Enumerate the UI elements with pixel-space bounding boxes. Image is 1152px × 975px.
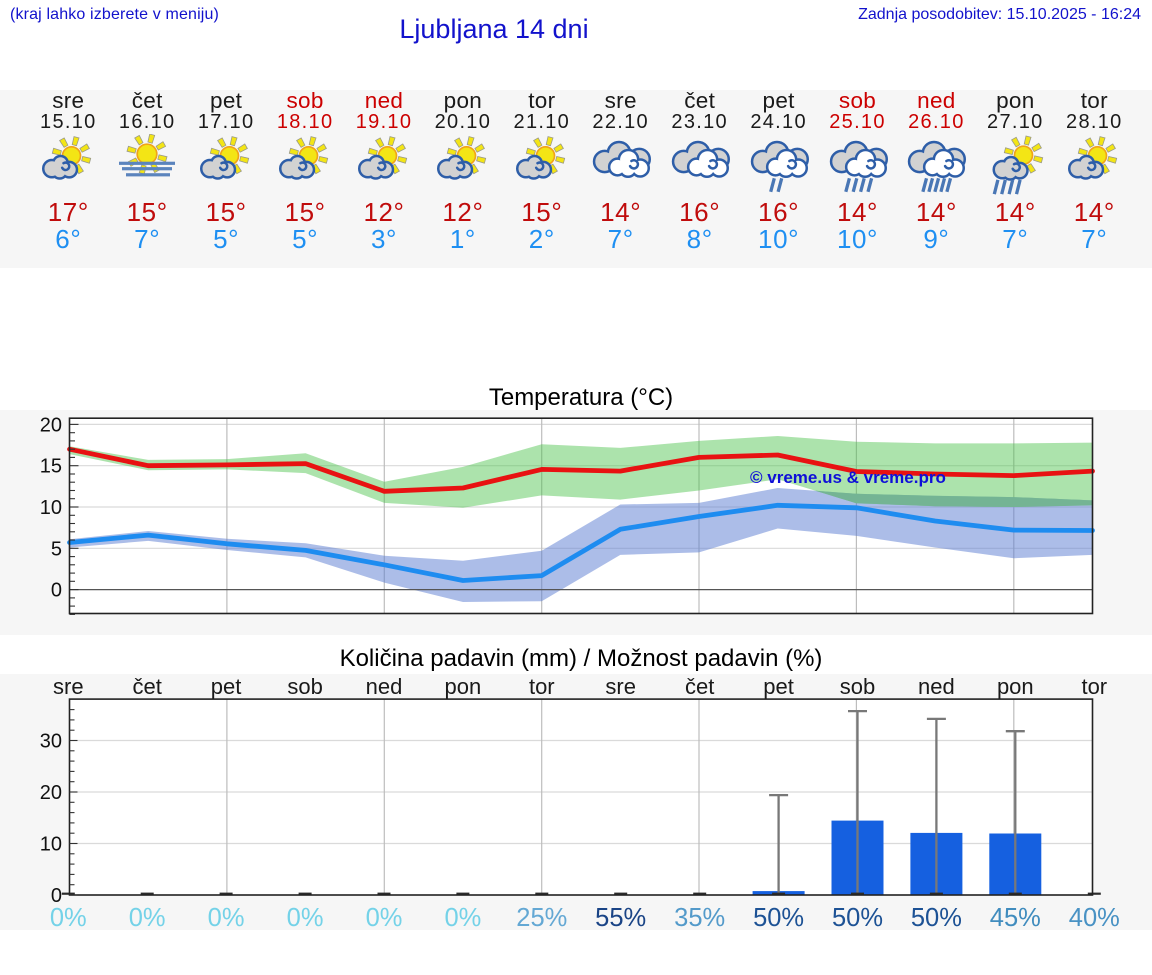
svg-text:10: 10 [40, 497, 62, 519]
svg-text:10: 10 [40, 834, 62, 856]
svg-text:0: 0 [51, 580, 62, 602]
svg-text:20: 20 [40, 782, 62, 804]
svg-text:30: 30 [40, 731, 62, 753]
svg-text:20: 20 [40, 414, 62, 436]
svg-text:© vreme.us & vreme.pro: © vreme.us & vreme.pro [750, 468, 946, 487]
svg-text:0: 0 [51, 885, 62, 907]
svg-text:5: 5 [51, 538, 62, 560]
svg-text:15: 15 [40, 456, 62, 478]
